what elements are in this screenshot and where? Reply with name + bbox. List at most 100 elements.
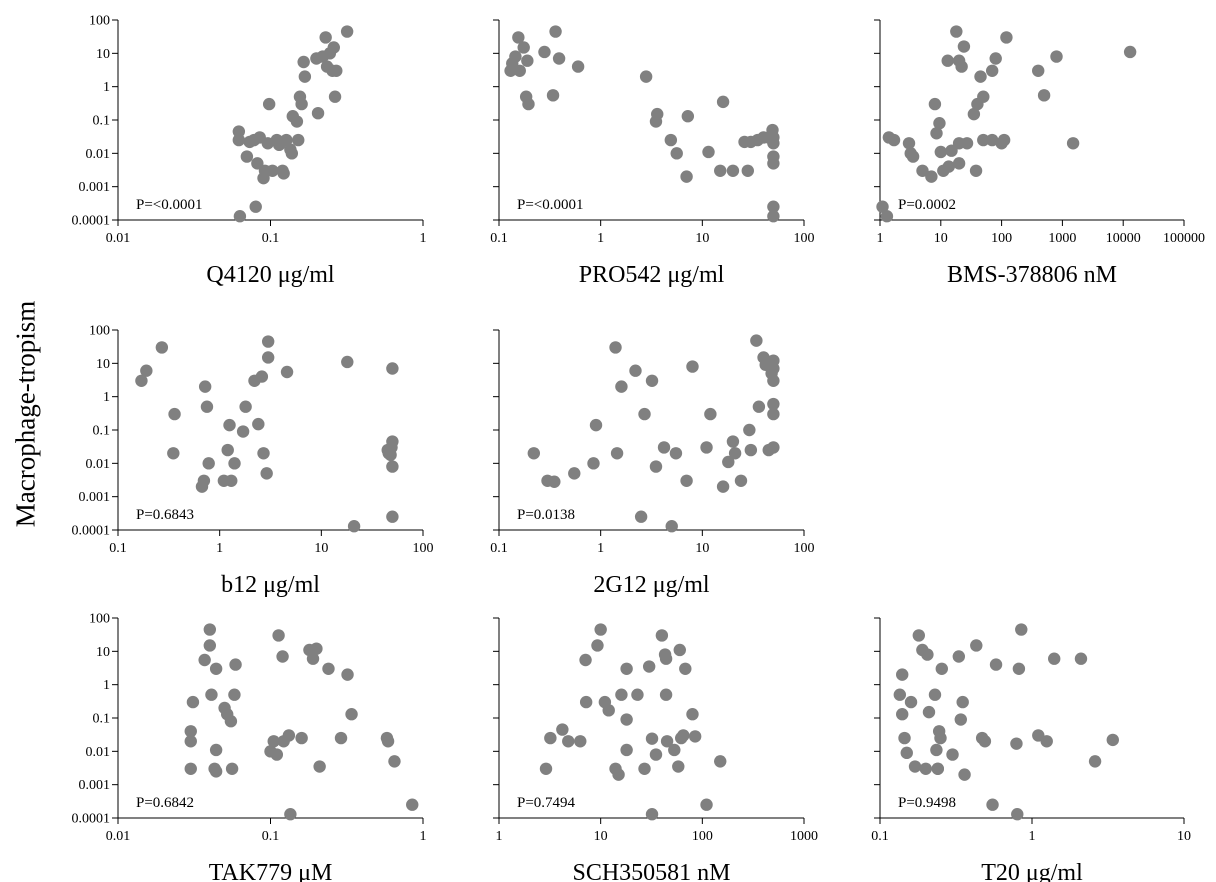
- data-point: [322, 662, 335, 675]
- data-point: [645, 374, 659, 387]
- data-point: [615, 688, 628, 701]
- data-point: [946, 748, 959, 761]
- x-tick-label: 1000: [790, 829, 818, 844]
- x-axis-title: PRO542 μg/ml: [579, 262, 725, 288]
- data-point: [649, 748, 663, 761]
- data-point: [639, 70, 653, 83]
- data-point: [969, 164, 983, 177]
- data-point: [928, 688, 942, 701]
- data-point: [714, 755, 727, 768]
- data-point: [767, 374, 780, 387]
- data-point: [954, 713, 967, 726]
- data-point: [1106, 733, 1119, 747]
- data-point: [955, 60, 968, 73]
- data-point: [290, 115, 304, 128]
- scatter-panel-6: 0.0001 0.001 0.01 0.1 1 10 100 0.01 0.1 1 P=0.6842…: [72, 612, 427, 882]
- x-axis-title: T20 μg/ml: [981, 860, 1083, 882]
- scatter-panel-2: 0.1 1 10 100 P=<0.0001 PRO542 μg/ml: [490, 19, 815, 288]
- data-point: [664, 133, 678, 147]
- data-point: [261, 351, 275, 364]
- data-point: [310, 642, 323, 655]
- data-point: [726, 164, 740, 177]
- data-point: [880, 210, 894, 223]
- data-point: [680, 170, 693, 183]
- data-point: [249, 200, 262, 213]
- data-point: [297, 55, 310, 69]
- data-point: [767, 131, 780, 144]
- data-point: [673, 643, 686, 657]
- data-point: [140, 364, 153, 377]
- data-point: [280, 365, 294, 379]
- data-point: [612, 768, 625, 781]
- data-point: [989, 658, 1003, 671]
- data-point: [876, 200, 889, 213]
- data-point: [574, 735, 587, 748]
- data-point: [233, 210, 247, 223]
- data-point: [328, 90, 342, 103]
- x-tick-label: 10: [695, 541, 709, 556]
- y-tick-label: 10: [96, 357, 110, 372]
- data-point: [638, 407, 651, 421]
- scatter-panel-8: 0.1 1 10 P=0.9498 T20 μg/ml: [871, 617, 1191, 882]
- data-point: [977, 133, 990, 147]
- y-tick-label: 0.01: [86, 745, 111, 760]
- y-tick-label: 0.01: [86, 457, 111, 472]
- data-point: [677, 729, 690, 742]
- scatter-panel-7: 1 10 100 1000 P=0.7494 SCH350581 nM: [493, 617, 818, 882]
- data-point: [546, 89, 560, 102]
- data-point: [228, 688, 241, 701]
- data-point: [767, 397, 780, 411]
- x-axis-title: BMS-378806 nM: [947, 262, 1117, 288]
- y-tick-label: 10: [96, 645, 110, 660]
- data-point: [579, 653, 592, 667]
- data-point: [225, 762, 239, 775]
- data-point: [381, 735, 395, 748]
- x-axis-title: TAK779 μM: [209, 860, 333, 882]
- data-point: [527, 447, 541, 460]
- data-point: [900, 746, 913, 760]
- x-tick-label: 1: [877, 231, 884, 246]
- data-point: [670, 147, 683, 160]
- y-tick-label: 0.1: [93, 114, 111, 129]
- data-point: [934, 731, 947, 745]
- data-point: [270, 748, 284, 761]
- data-point: [716, 95, 730, 109]
- data-point: [517, 41, 530, 54]
- p-value-annotation: P=0.6842: [136, 795, 194, 811]
- data-point: [629, 364, 642, 377]
- data-point: [767, 407, 780, 421]
- data-point: [200, 400, 214, 413]
- data-point: [930, 127, 943, 140]
- data-point: [977, 90, 990, 103]
- data-point: [952, 650, 966, 663]
- data-point: [1066, 137, 1080, 150]
- x-tick-label: 0.1: [871, 829, 889, 844]
- data-point: [386, 435, 399, 448]
- data-point: [934, 145, 947, 159]
- data-point: [941, 54, 954, 67]
- data-point: [388, 755, 401, 768]
- data-point: [252, 417, 265, 431]
- data-point: [251, 157, 264, 170]
- x-tick-label: 10: [934, 231, 948, 246]
- data-point: [989, 52, 1002, 65]
- data-point: [522, 97, 535, 111]
- data-point: [686, 708, 699, 721]
- data-point: [198, 653, 211, 667]
- x-tick-label: 100: [991, 231, 1012, 246]
- data-point: [1074, 652, 1088, 665]
- data-point: [209, 743, 223, 757]
- data-point: [295, 97, 308, 111]
- data-point: [668, 743, 681, 757]
- data-point: [232, 125, 246, 138]
- y-tick-label: 0.001: [79, 180, 111, 195]
- data-point: [933, 117, 946, 130]
- data-point: [767, 210, 780, 223]
- data-point: [386, 510, 399, 523]
- data-point: [657, 441, 671, 454]
- data-point: [956, 695, 969, 709]
- data-point: [921, 648, 934, 661]
- y-tick-label: 0.1: [93, 712, 111, 727]
- data-point: [660, 735, 674, 748]
- scatter-panel-5: 0.1 1 10 100 P=0.0138 2G12 μg/ml: [490, 329, 815, 598]
